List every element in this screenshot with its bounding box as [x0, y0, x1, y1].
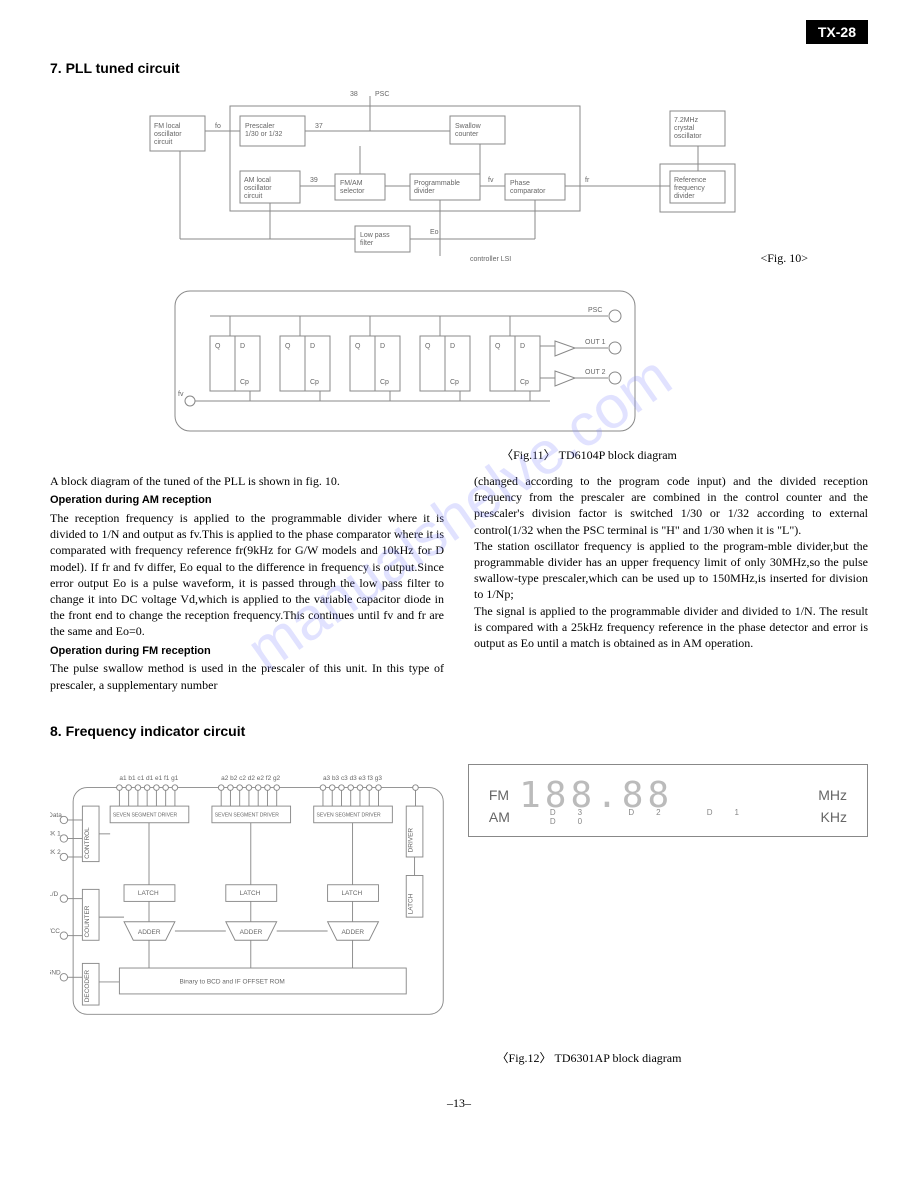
svg-text:LATCH: LATCH: [138, 890, 159, 897]
svg-text:Cp: Cp: [240, 379, 249, 386]
svg-text:Q: Q: [215, 343, 221, 350]
page-number: –13–: [50, 1096, 868, 1111]
fig11-diagram: DCp DCp DCp DCp DCp Q Q Q Q Q PSC OUT 1 …: [170, 286, 640, 436]
section7-title: 7. PLL tuned circuit: [50, 60, 868, 76]
svg-text:Cp: Cp: [310, 379, 319, 386]
svg-text:OUT 2: OUT 2: [585, 369, 606, 376]
svg-text:D: D: [380, 343, 385, 350]
svg-text:38: 38: [350, 91, 358, 98]
fm-label: FM: [489, 787, 509, 803]
svg-text:a1 b1 c1 d1 e1 f1 g1: a1 b1 c1 d1 e1 f1 g1: [119, 775, 178, 782]
svg-text:PSC: PSC: [588, 307, 602, 314]
para: The station oscillator frequency is appl…: [474, 538, 868, 603]
svg-text:a3 b3 c3 d3 e3 f3 g3: a3 b3 c3 d3 e3 f3 g3: [323, 775, 382, 782]
svg-text:D: D: [450, 343, 455, 350]
khz-label: KHz: [821, 809, 847, 825]
fig10-caption: <Fig. 10>: [50, 251, 868, 266]
para: A block diagram of the tuned of the PLL …: [50, 473, 444, 489]
right-column: (changed according to the program code i…: [474, 473, 868, 693]
svg-text:D: D: [520, 343, 525, 350]
svg-text:Q: Q: [495, 343, 501, 350]
svg-text:Q: Q: [425, 343, 431, 350]
svg-text:Eo: Eo: [430, 229, 439, 236]
svg-text:fv: fv: [488, 177, 494, 184]
svg-text:LATCH: LATCH: [240, 890, 261, 897]
svg-text:ADDER: ADDER: [341, 929, 364, 936]
para: The pulse swallow method is used in the …: [50, 660, 444, 692]
digit-labels: D3 D2 D1 D0: [520, 808, 811, 826]
svg-text:a2 b2 c2 d2 e2 f2 g2: a2 b2 c2 d2 e2 f2 g2: [221, 775, 280, 782]
svg-text:Binary to BCD and IF OFFSET RO: Binary to BCD and IF OFFSET ROM: [180, 979, 285, 986]
svg-text:Cp: Cp: [380, 379, 389, 386]
svg-text:L/D: L/D: [50, 891, 59, 898]
para: The reception frequency is applied to th…: [50, 510, 444, 640]
para: The signal is applied to the programmabl…: [474, 603, 868, 652]
subhead-fm: Operation during FM reception: [50, 644, 444, 659]
svg-text:SEVEN SEGMENT DRIVER: SEVEN SEGMENT DRIVER: [215, 812, 280, 818]
svg-text:SEVEN SEGMENT DRIVER: SEVEN SEGMENT DRIVER: [113, 812, 178, 818]
svg-text:SEVEN SEGMENT DRIVER: SEVEN SEGMENT DRIVER: [316, 812, 381, 818]
svg-text:CK 1: CK 1: [50, 830, 61, 837]
svg-text:fo: fo: [215, 123, 221, 130]
left-column: A block diagram of the tuned of the PLL …: [50, 473, 444, 693]
svg-text:D: D: [310, 343, 315, 350]
svg-text:fv: fv: [178, 391, 184, 398]
svg-text:CONTROL: CONTROL: [84, 827, 91, 859]
model-badge: TX-28: [806, 20, 868, 44]
svg-text:39: 39: [310, 177, 318, 184]
svg-text:Q: Q: [355, 343, 361, 350]
fig12-diagram: a1 b1 c1 d1 e1 f1 g1 a2 b2 c2 d2 e2 f2 g…: [50, 759, 448, 1029]
svg-text:D: D: [240, 343, 245, 350]
fig12-caption: 〈Fig.12〉 TD6301AP block diagram: [310, 1049, 868, 1066]
text-columns: A block diagram of the tuned of the PLL …: [50, 473, 868, 693]
svg-text:37: 37: [315, 123, 323, 130]
svg-text:VCC: VCC: [50, 928, 60, 935]
svg-text:FM/AMselector: FM/AMselector: [340, 180, 365, 195]
svg-text:fr: fr: [585, 177, 590, 184]
svg-text:DECODER: DECODER: [84, 969, 91, 1002]
display-panel: FM 188.88 MHz AM D3 D2 D1 D0 KHz: [468, 764, 868, 837]
svg-text:Cp: Cp: [450, 379, 459, 386]
svg-text:Cp: Cp: [520, 379, 529, 386]
svg-text:controller LSI: controller LSI: [470, 256, 511, 263]
svg-text:Data: Data: [50, 812, 62, 819]
am-label: AM: [489, 809, 510, 825]
svg-text:COUNTER: COUNTER: [84, 905, 91, 937]
svg-text:LATCH: LATCH: [408, 893, 415, 914]
section8-title: 8. Frequency indicator circuit: [50, 723, 868, 739]
subhead-am: Operation during AM reception: [50, 493, 444, 508]
svg-text:CK 2: CK 2: [50, 849, 61, 856]
para: (changed according to the program code i…: [474, 473, 868, 538]
svg-text:ADDER: ADDER: [138, 929, 161, 936]
svg-text:DRIVER: DRIVER: [408, 827, 415, 852]
svg-text:Q: Q: [285, 343, 291, 350]
fig11-caption: 〈Fig.11〉 TD6104P block diagram: [310, 446, 868, 463]
mhz-label: MHz: [818, 787, 847, 803]
fig10-diagram: FM localoscillatorcircuit Prescaler1/30 …: [140, 86, 820, 276]
svg-text:ADDER: ADDER: [240, 929, 263, 936]
svg-text:PSC: PSC: [375, 91, 389, 98]
svg-text:LATCH: LATCH: [341, 890, 362, 897]
svg-text:Swallowcounter: Swallowcounter: [455, 123, 482, 138]
svg-text:OUT 1: OUT 1: [585, 339, 606, 346]
svg-text:GND: GND: [50, 969, 61, 976]
